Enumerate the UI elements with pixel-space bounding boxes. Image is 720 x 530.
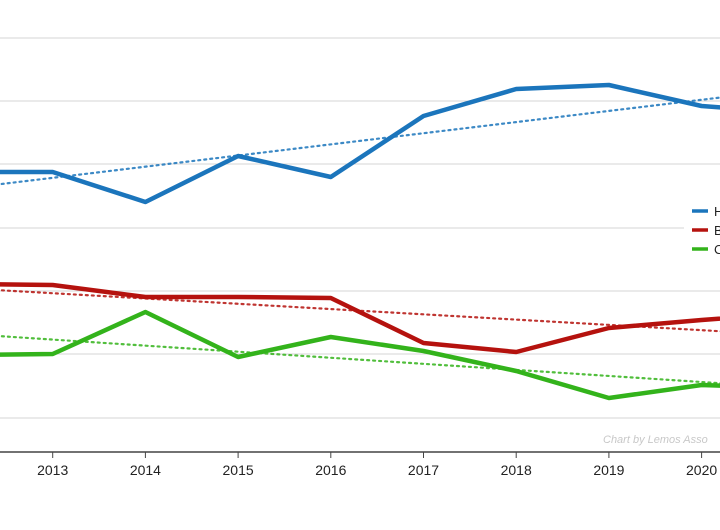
x-tick-label: 2013 (37, 462, 68, 478)
x-tick-label: 2017 (408, 462, 439, 478)
series-line-b (0, 282, 720, 355)
series-lines (0, 82, 720, 401)
x-tick-label: 2014 (130, 462, 161, 478)
x-tick-label: 2018 (501, 462, 532, 478)
legend-label: H (714, 204, 720, 219)
trendlines (0, 96, 720, 385)
legend-label: B (714, 223, 720, 238)
series-line-h (0, 82, 720, 205)
trendline-h (0, 96, 720, 186)
legend: HBC (684, 196, 720, 262)
series-line-c (0, 309, 720, 401)
x-tick-label: 2015 (223, 462, 254, 478)
legend-label: C (714, 242, 720, 257)
chart-credit: Chart by Lemos Asso (603, 434, 708, 446)
x-tick-label: 2020 (686, 462, 717, 478)
x-tick-label: 2019 (593, 462, 624, 478)
x-tick-label: 2016 (315, 462, 346, 478)
gridlines (0, 37, 720, 419)
x-axis-ticks: 2013 2014 2015 2016 2017 2018 2019 2020 (37, 452, 717, 478)
trendline-c (0, 335, 720, 385)
trendline-b (0, 289, 720, 333)
